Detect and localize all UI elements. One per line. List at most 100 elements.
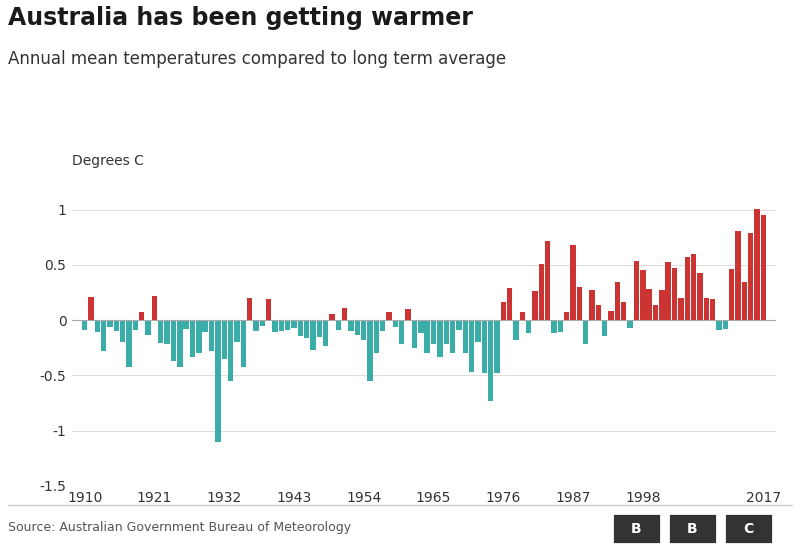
Bar (754, 209, 760, 320)
Bar (443, 320, 449, 344)
Bar (285, 320, 290, 330)
Bar (691, 254, 696, 320)
Bar (241, 320, 246, 367)
Bar (507, 288, 512, 320)
Bar (475, 320, 481, 342)
Text: Annual mean temperatures compared to long term average: Annual mean temperatures compared to lon… (8, 50, 506, 68)
Bar (488, 320, 494, 401)
Bar (291, 320, 297, 328)
Bar (133, 320, 138, 330)
Bar (399, 320, 405, 344)
Bar (729, 269, 734, 320)
Bar (304, 320, 310, 338)
Bar (672, 268, 678, 320)
Bar (596, 305, 601, 320)
Bar (215, 320, 221, 442)
Bar (583, 320, 589, 344)
Bar (482, 320, 487, 373)
Bar (183, 320, 189, 329)
Bar (120, 320, 126, 342)
Bar (501, 302, 506, 320)
Bar (609, 311, 614, 320)
Bar (538, 264, 544, 320)
Bar (425, 320, 430, 353)
Bar (437, 320, 442, 357)
Bar (614, 282, 620, 320)
Bar (456, 320, 462, 330)
Bar (361, 320, 366, 340)
Bar (330, 314, 334, 320)
Bar (336, 320, 341, 330)
Bar (228, 320, 234, 381)
Bar (668, 513, 717, 544)
Text: B: B (687, 522, 698, 535)
Bar (640, 270, 646, 320)
Bar (146, 320, 151, 335)
Bar (298, 320, 303, 336)
Bar (526, 320, 531, 333)
Bar (678, 298, 683, 320)
Text: B: B (631, 522, 642, 535)
Bar (177, 320, 182, 367)
Bar (114, 320, 119, 331)
Bar (196, 320, 202, 353)
Bar (514, 320, 518, 340)
Bar (666, 262, 671, 320)
Bar (272, 320, 278, 332)
Bar (710, 299, 715, 320)
Bar (348, 320, 354, 331)
Bar (735, 231, 741, 320)
Bar (558, 320, 563, 332)
Bar (234, 320, 239, 342)
Bar (94, 320, 100, 332)
Bar (342, 308, 347, 320)
Bar (393, 320, 398, 327)
Bar (380, 320, 386, 331)
Bar (703, 298, 709, 320)
Bar (742, 282, 747, 320)
Bar (469, 320, 474, 372)
Bar (139, 312, 145, 320)
Bar (278, 320, 284, 331)
Bar (545, 241, 550, 320)
Bar (88, 297, 94, 320)
Bar (634, 261, 639, 320)
Bar (570, 245, 576, 320)
Bar (590, 290, 594, 320)
Bar (532, 291, 538, 320)
Bar (82, 320, 87, 330)
Bar (101, 320, 106, 351)
Bar (722, 320, 728, 329)
Bar (659, 290, 665, 320)
Bar (564, 312, 570, 320)
Text: Degrees C: Degrees C (72, 155, 144, 168)
Bar (646, 289, 652, 320)
Bar (716, 320, 722, 330)
Bar (406, 309, 411, 320)
Bar (577, 287, 582, 320)
Bar (266, 299, 271, 320)
Bar (222, 320, 227, 359)
Bar (126, 320, 132, 367)
Bar (494, 320, 500, 373)
Bar (170, 320, 176, 361)
Bar (761, 215, 766, 320)
Bar (259, 320, 265, 326)
Bar (520, 312, 525, 320)
Bar (462, 320, 468, 353)
Bar (107, 320, 113, 327)
Bar (602, 320, 607, 336)
Bar (190, 320, 195, 357)
Bar (323, 320, 328, 346)
Bar (209, 320, 214, 351)
Text: C: C (744, 522, 754, 535)
Bar (254, 320, 258, 331)
Bar (450, 320, 455, 353)
Bar (627, 320, 633, 328)
Text: Source: Australian Government Bureau of Meteorology: Source: Australian Government Bureau of … (8, 521, 351, 534)
Bar (317, 320, 322, 337)
Bar (374, 320, 379, 353)
Bar (386, 312, 392, 320)
Bar (653, 305, 658, 320)
Bar (431, 320, 436, 344)
